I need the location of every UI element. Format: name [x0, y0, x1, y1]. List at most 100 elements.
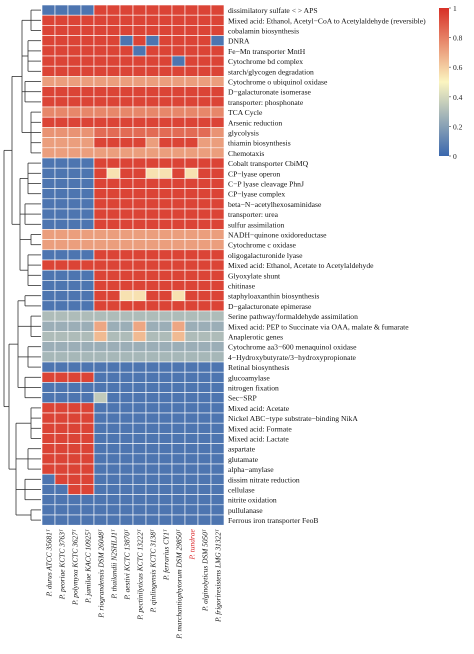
heatmap-cell	[41, 310, 56, 322]
row-label: transporter: phosphonate	[228, 98, 304, 107]
heatmap-cell	[197, 382, 212, 393]
heatmap-cell	[184, 239, 199, 251]
heatmap-cell	[171, 96, 186, 108]
heatmap-cell	[106, 504, 121, 516]
heatmap-cell	[119, 443, 134, 455]
column-label: P. tundrae	[188, 528, 197, 560]
heatmap-cell	[132, 443, 147, 455]
heatmap-cell	[197, 473, 212, 485]
heatmap-cell	[171, 208, 186, 220]
heatmap-cell	[158, 259, 173, 271]
heatmap-cell	[210, 504, 225, 516]
row-label: alpha−amylase	[228, 465, 274, 474]
heatmap-cell	[197, 453, 212, 465]
heatmap-cell	[67, 4, 82, 16]
heatmap-cell	[54, 86, 69, 98]
heatmap-cell	[106, 494, 121, 506]
heatmap-cell	[119, 55, 134, 67]
column-label: P. frigoriresistens LMG 31322ᵀ	[214, 528, 223, 623]
heatmap-cell	[184, 208, 199, 220]
heatmap-cell	[171, 331, 186, 342]
heatmap-cell	[41, 494, 56, 506]
heatmap-cell	[132, 178, 147, 189]
color-scale-tick-label: 0.8	[453, 34, 463, 43]
heatmap-cell	[132, 269, 147, 281]
heatmap-cell	[171, 239, 186, 251]
color-scale-tick-label: 0.6	[453, 63, 463, 72]
heatmap-cell	[158, 402, 173, 414]
heatmap-cell	[132, 127, 147, 138]
heatmap-cell	[119, 25, 134, 36]
heatmap-cell	[184, 443, 199, 455]
heatmap-cell	[67, 116, 82, 128]
heatmap-cell	[41, 514, 56, 526]
heatmap-cell	[93, 320, 108, 332]
column-label: P. thailandii N2SHLJ1ᵀ	[110, 528, 119, 600]
heatmap-cell	[93, 371, 108, 383]
heatmap-cell	[41, 392, 56, 404]
heatmap-cell	[67, 473, 82, 485]
row-label: cellulase	[228, 486, 255, 495]
heatmap-cell	[171, 137, 186, 149]
heatmap-cell	[210, 453, 225, 465]
heatmap-cell	[106, 25, 121, 36]
heatmap-cell	[93, 361, 108, 373]
heatmap-cell	[54, 4, 69, 16]
heatmap-cell	[119, 412, 134, 424]
heatmap-cell	[132, 504, 147, 516]
heatmap-cell	[145, 463, 160, 475]
heatmap-cell	[171, 127, 186, 138]
heatmap-cell	[93, 443, 108, 455]
heatmap-cell	[106, 433, 121, 444]
heatmap-cell	[197, 239, 212, 251]
heatmap-cell	[210, 310, 225, 322]
heatmap-cell	[106, 280, 121, 291]
row-label: nitrite oxidation	[228, 496, 277, 505]
heatmap-cell	[210, 14, 225, 26]
heatmap-cell	[41, 157, 56, 169]
heatmap-cell	[54, 351, 69, 363]
heatmap-cell	[132, 76, 147, 87]
column-label: P. qinlingensis KCTC 3138ᵀ	[149, 528, 158, 613]
heatmap-cell	[119, 249, 134, 261]
heatmap-cell	[67, 371, 82, 383]
heatmap-cell	[132, 422, 147, 434]
heatmap-cell	[158, 310, 173, 322]
heatmap-cell	[145, 137, 160, 149]
heatmap-cell	[106, 229, 121, 240]
heatmap-cell	[106, 14, 121, 26]
heatmap-cell	[119, 269, 134, 281]
heatmap-cell	[158, 371, 173, 383]
heatmap-cell	[67, 76, 82, 87]
heatmap-cell	[54, 371, 69, 383]
heatmap-cell	[171, 422, 186, 434]
heatmap-cell	[184, 35, 199, 47]
heatmap-cell	[67, 402, 82, 414]
heatmap-cell	[171, 14, 186, 26]
heatmap-cell	[93, 382, 108, 393]
heatmap-cell	[67, 269, 82, 281]
heatmap-cell	[145, 259, 160, 271]
heatmap-cell	[93, 351, 108, 363]
heatmap-cell	[158, 178, 173, 189]
heatmap-cell	[171, 494, 186, 506]
column-label: P. marchantiophytorum DSM 29850ᵀ	[175, 528, 184, 640]
heatmap-cell	[93, 188, 108, 200]
heatmap-cell	[158, 473, 173, 485]
heatmap-cell	[184, 229, 199, 240]
row-dendrogram	[3, 9, 41, 521]
row-label: Glyoxylate shunt	[228, 271, 281, 280]
heatmap-cell	[54, 249, 69, 261]
heatmap-cell	[41, 331, 56, 342]
heatmap-cell	[67, 208, 82, 220]
heatmap-cell	[210, 208, 225, 220]
heatmap-cell	[106, 443, 121, 455]
heatmap-cell	[106, 35, 121, 47]
heatmap-cell	[119, 259, 134, 271]
heatmap-cell	[158, 320, 173, 332]
heatmap-cell	[145, 218, 160, 230]
heatmap-cell	[80, 96, 95, 108]
heatmap-cell	[171, 178, 186, 189]
